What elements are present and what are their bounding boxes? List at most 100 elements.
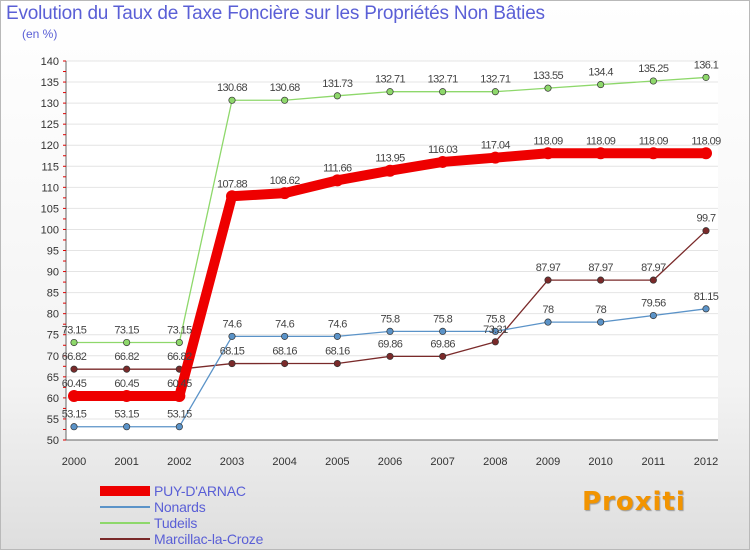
data-point bbox=[700, 147, 712, 160]
data-point bbox=[439, 88, 447, 96]
legend-label-tudeils: Tudeils bbox=[154, 515, 198, 531]
data-label: 132.71 bbox=[375, 74, 406, 86]
legend-item-marcillac-la-croze: Marcillac-la-Croze bbox=[100, 531, 263, 547]
legend-label-marcillac-la-croze: Marcillac-la-Croze bbox=[154, 531, 264, 547]
data-point bbox=[70, 338, 78, 347]
data-point bbox=[597, 276, 605, 284]
legend-swatch-nonards bbox=[100, 506, 150, 508]
data-point bbox=[594, 147, 607, 160]
y-axis-unit-label: (en %) bbox=[22, 27, 58, 41]
legend-label-nonards: Nonards bbox=[154, 499, 206, 515]
y-tick-label: 100 bbox=[41, 224, 59, 236]
x-tick-label: 2012 bbox=[694, 456, 718, 468]
data-point bbox=[702, 73, 710, 81]
proxiti-logo: Proxiti bbox=[582, 487, 686, 517]
data-point bbox=[597, 81, 605, 89]
data-label: 108.62 bbox=[270, 175, 301, 187]
y-tick-label: 90 bbox=[47, 267, 59, 279]
y-tick-label: 65 bbox=[47, 372, 59, 384]
data-label: 118.09 bbox=[639, 135, 669, 147]
data-label: 53.15 bbox=[114, 409, 139, 421]
data-point bbox=[123, 423, 131, 431]
data-label: 81.15 bbox=[694, 291, 719, 303]
y-tick-label: 115 bbox=[41, 161, 59, 173]
data-point bbox=[649, 276, 657, 284]
data-label: 130.68 bbox=[270, 82, 301, 94]
data-point bbox=[278, 187, 291, 200]
legend-swatch-puy-d-arnac bbox=[100, 486, 150, 496]
data-label: 75.8 bbox=[380, 313, 399, 325]
data-label: 60.45 bbox=[62, 378, 87, 390]
x-tick-label: 2009 bbox=[536, 456, 560, 468]
data-point bbox=[281, 359, 289, 368]
y-tick-label: 125 bbox=[41, 119, 59, 131]
y-tick-label: 135 bbox=[41, 77, 59, 89]
data-point bbox=[386, 327, 394, 335]
data-point bbox=[175, 423, 183, 431]
data-point bbox=[702, 227, 710, 235]
x-tick-label: 2011 bbox=[642, 456, 666, 468]
data-point bbox=[491, 327, 499, 335]
y-tick-label: 140 bbox=[41, 56, 59, 68]
data-label: 66.82 bbox=[114, 351, 139, 363]
data-point bbox=[439, 327, 447, 335]
data-point bbox=[597, 318, 605, 326]
data-point bbox=[70, 365, 78, 373]
data-label: 66.82 bbox=[167, 351, 192, 363]
data-point bbox=[123, 338, 131, 347]
legend-item-puy-d-arnac: PUY-D'ARNAC bbox=[100, 483, 263, 499]
data-label: 99.7 bbox=[696, 213, 715, 225]
legend-item-nonards: Nonards bbox=[100, 499, 263, 515]
data-label: 116.03 bbox=[428, 144, 458, 156]
y-tick-label: 105 bbox=[41, 203, 59, 215]
data-label: 68.16 bbox=[272, 346, 297, 358]
data-point bbox=[386, 88, 394, 96]
data-label: 118.09 bbox=[691, 135, 721, 147]
data-label: 132.71 bbox=[428, 74, 459, 86]
data-point bbox=[226, 190, 238, 203]
data-point bbox=[649, 311, 657, 320]
data-label: 53.15 bbox=[62, 409, 87, 421]
data-point bbox=[333, 359, 341, 368]
y-tick-label: 85 bbox=[47, 288, 59, 300]
y-tick-label: 120 bbox=[41, 140, 59, 152]
data-label: 134.4 bbox=[588, 67, 613, 79]
x-tick-label: 2001 bbox=[114, 456, 138, 468]
data-label: 66.82 bbox=[62, 351, 87, 363]
data-label: 75.8 bbox=[433, 313, 452, 325]
y-tick-label: 70 bbox=[47, 351, 59, 363]
y-tick-label: 50 bbox=[47, 435, 59, 447]
x-tick-label: 2003 bbox=[220, 456, 244, 468]
x-tick-label: 2002 bbox=[167, 456, 191, 468]
data-point bbox=[491, 338, 499, 346]
data-point bbox=[175, 338, 183, 347]
data-point bbox=[702, 305, 710, 313]
y-tick-label: 80 bbox=[47, 309, 59, 321]
x-tick-label: 2005 bbox=[325, 456, 349, 468]
chart-title: Evolution du Taux de Taxe Foncière sur l… bbox=[6, 3, 545, 24]
y-tick-label: 110 bbox=[41, 182, 59, 194]
y-tick-label: 95 bbox=[47, 246, 59, 258]
data-point bbox=[228, 360, 236, 368]
data-point bbox=[542, 147, 554, 160]
data-label: 130.68 bbox=[217, 82, 248, 94]
x-tick-label: 2008 bbox=[483, 456, 507, 468]
data-point bbox=[649, 77, 657, 85]
data-label: 60.45 bbox=[167, 378, 192, 390]
data-point bbox=[173, 389, 186, 402]
data-label: 73.15 bbox=[62, 325, 87, 337]
data-label: 53.15 bbox=[167, 409, 192, 421]
data-label: 135.25 bbox=[638, 63, 669, 75]
x-tick-label: 2010 bbox=[588, 456, 612, 468]
data-label: 79.56 bbox=[641, 298, 666, 310]
data-point bbox=[228, 96, 236, 104]
data-point bbox=[384, 164, 396, 177]
data-point bbox=[544, 318, 552, 326]
data-label: 87.97 bbox=[588, 262, 613, 274]
data-point bbox=[489, 151, 502, 164]
data-label: 74.6 bbox=[222, 318, 241, 330]
data-point bbox=[120, 389, 133, 402]
data-label: 118.09 bbox=[586, 135, 616, 147]
data-point bbox=[70, 423, 78, 431]
